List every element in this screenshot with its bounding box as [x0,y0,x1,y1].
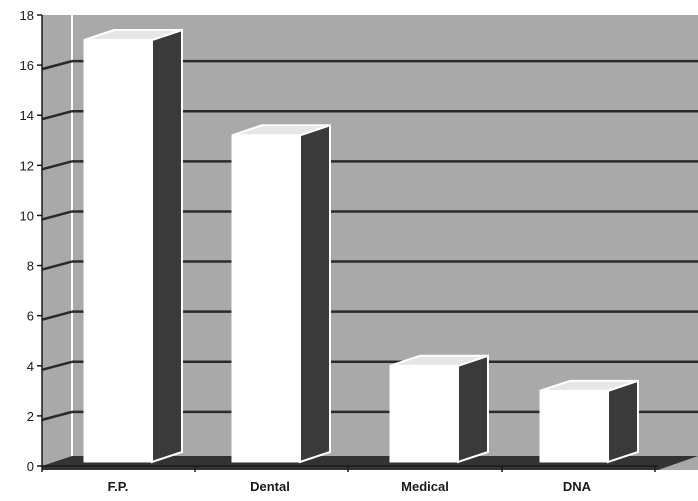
gridline-diagonal [41,110,73,121]
y-tick-label: 12 [20,158,34,173]
x-tick-label: DNA [563,479,592,494]
y-tick-label: 2 [27,409,34,424]
gridline-diagonal [41,260,73,271]
y-tick-label: 10 [20,208,34,223]
y-tick-label: 6 [27,309,34,324]
bar-side [457,354,489,464]
y-tick-label: 18 [20,8,34,23]
y-axis-ticks: 0 2 4 6 8 10 12 14 16 18 [20,8,42,474]
gridline-diagonal [41,310,73,321]
y-tick-label: 16 [20,58,34,73]
y-tick-label: 0 [27,459,34,474]
y-tick-label: 14 [20,108,34,123]
x-tick-label: Medical [401,479,449,494]
bar-fp [83,39,153,463]
x-tick-label: Dental [250,479,290,494]
gridline-diagonal [41,410,73,422]
gridline-diagonal [41,59,73,71]
bar-side [607,379,639,464]
x-axis-ticks: F.P. Dental Medical DNA [41,466,656,494]
gridline-diagonal [41,210,73,221]
bar-side [151,28,183,464]
bar-dna [539,390,609,463]
bar-side [299,123,331,464]
y-tick-label: 8 [27,259,34,274]
gridline-diagonal [41,160,73,171]
gridline-diagonal [41,360,73,371]
bars [83,28,639,464]
bar-medical [389,365,459,463]
chart-floor [42,456,698,470]
y-tick-label: 4 [27,359,34,374]
bar-dental [231,134,301,463]
x-tick-label: F.P. [108,479,129,494]
